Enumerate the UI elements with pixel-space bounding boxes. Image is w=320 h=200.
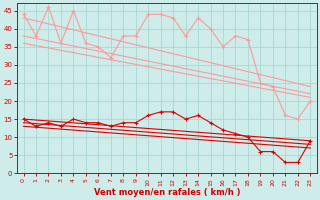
X-axis label: Vent moyen/en rafales ( km/h ): Vent moyen/en rafales ( km/h ) [94,188,240,197]
